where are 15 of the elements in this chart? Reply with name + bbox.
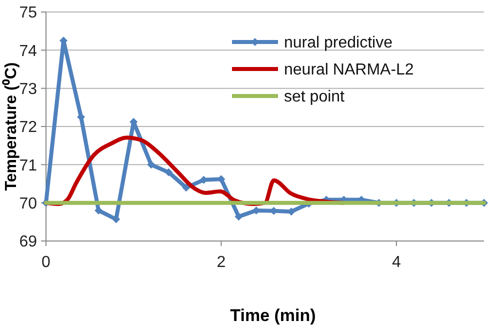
legend-label: nural predictive — [284, 34, 393, 52]
y-tick-label: 73 — [19, 80, 38, 98]
y-tick-label: 74 — [19, 42, 38, 60]
x-axis-title: Time (min) — [230, 306, 316, 325]
legend-label: neural NARMA-L2 — [284, 62, 414, 79]
x-tick-label: 2 — [216, 254, 226, 271]
y-tick-label: 69 — [19, 234, 38, 251]
legend-label: set point — [284, 88, 346, 106]
y-tick-label: 72 — [19, 119, 38, 136]
x-tick-label: 4 — [392, 254, 401, 271]
x-tick-label: 0 — [42, 254, 51, 271]
y-axis-title: Temperature (⁰C) — [2, 62, 20, 191]
y-tick-label: 75 — [19, 4, 38, 22]
y-tick-label: 71 — [19, 157, 38, 174]
y-tick-label: 70 — [19, 195, 38, 212]
